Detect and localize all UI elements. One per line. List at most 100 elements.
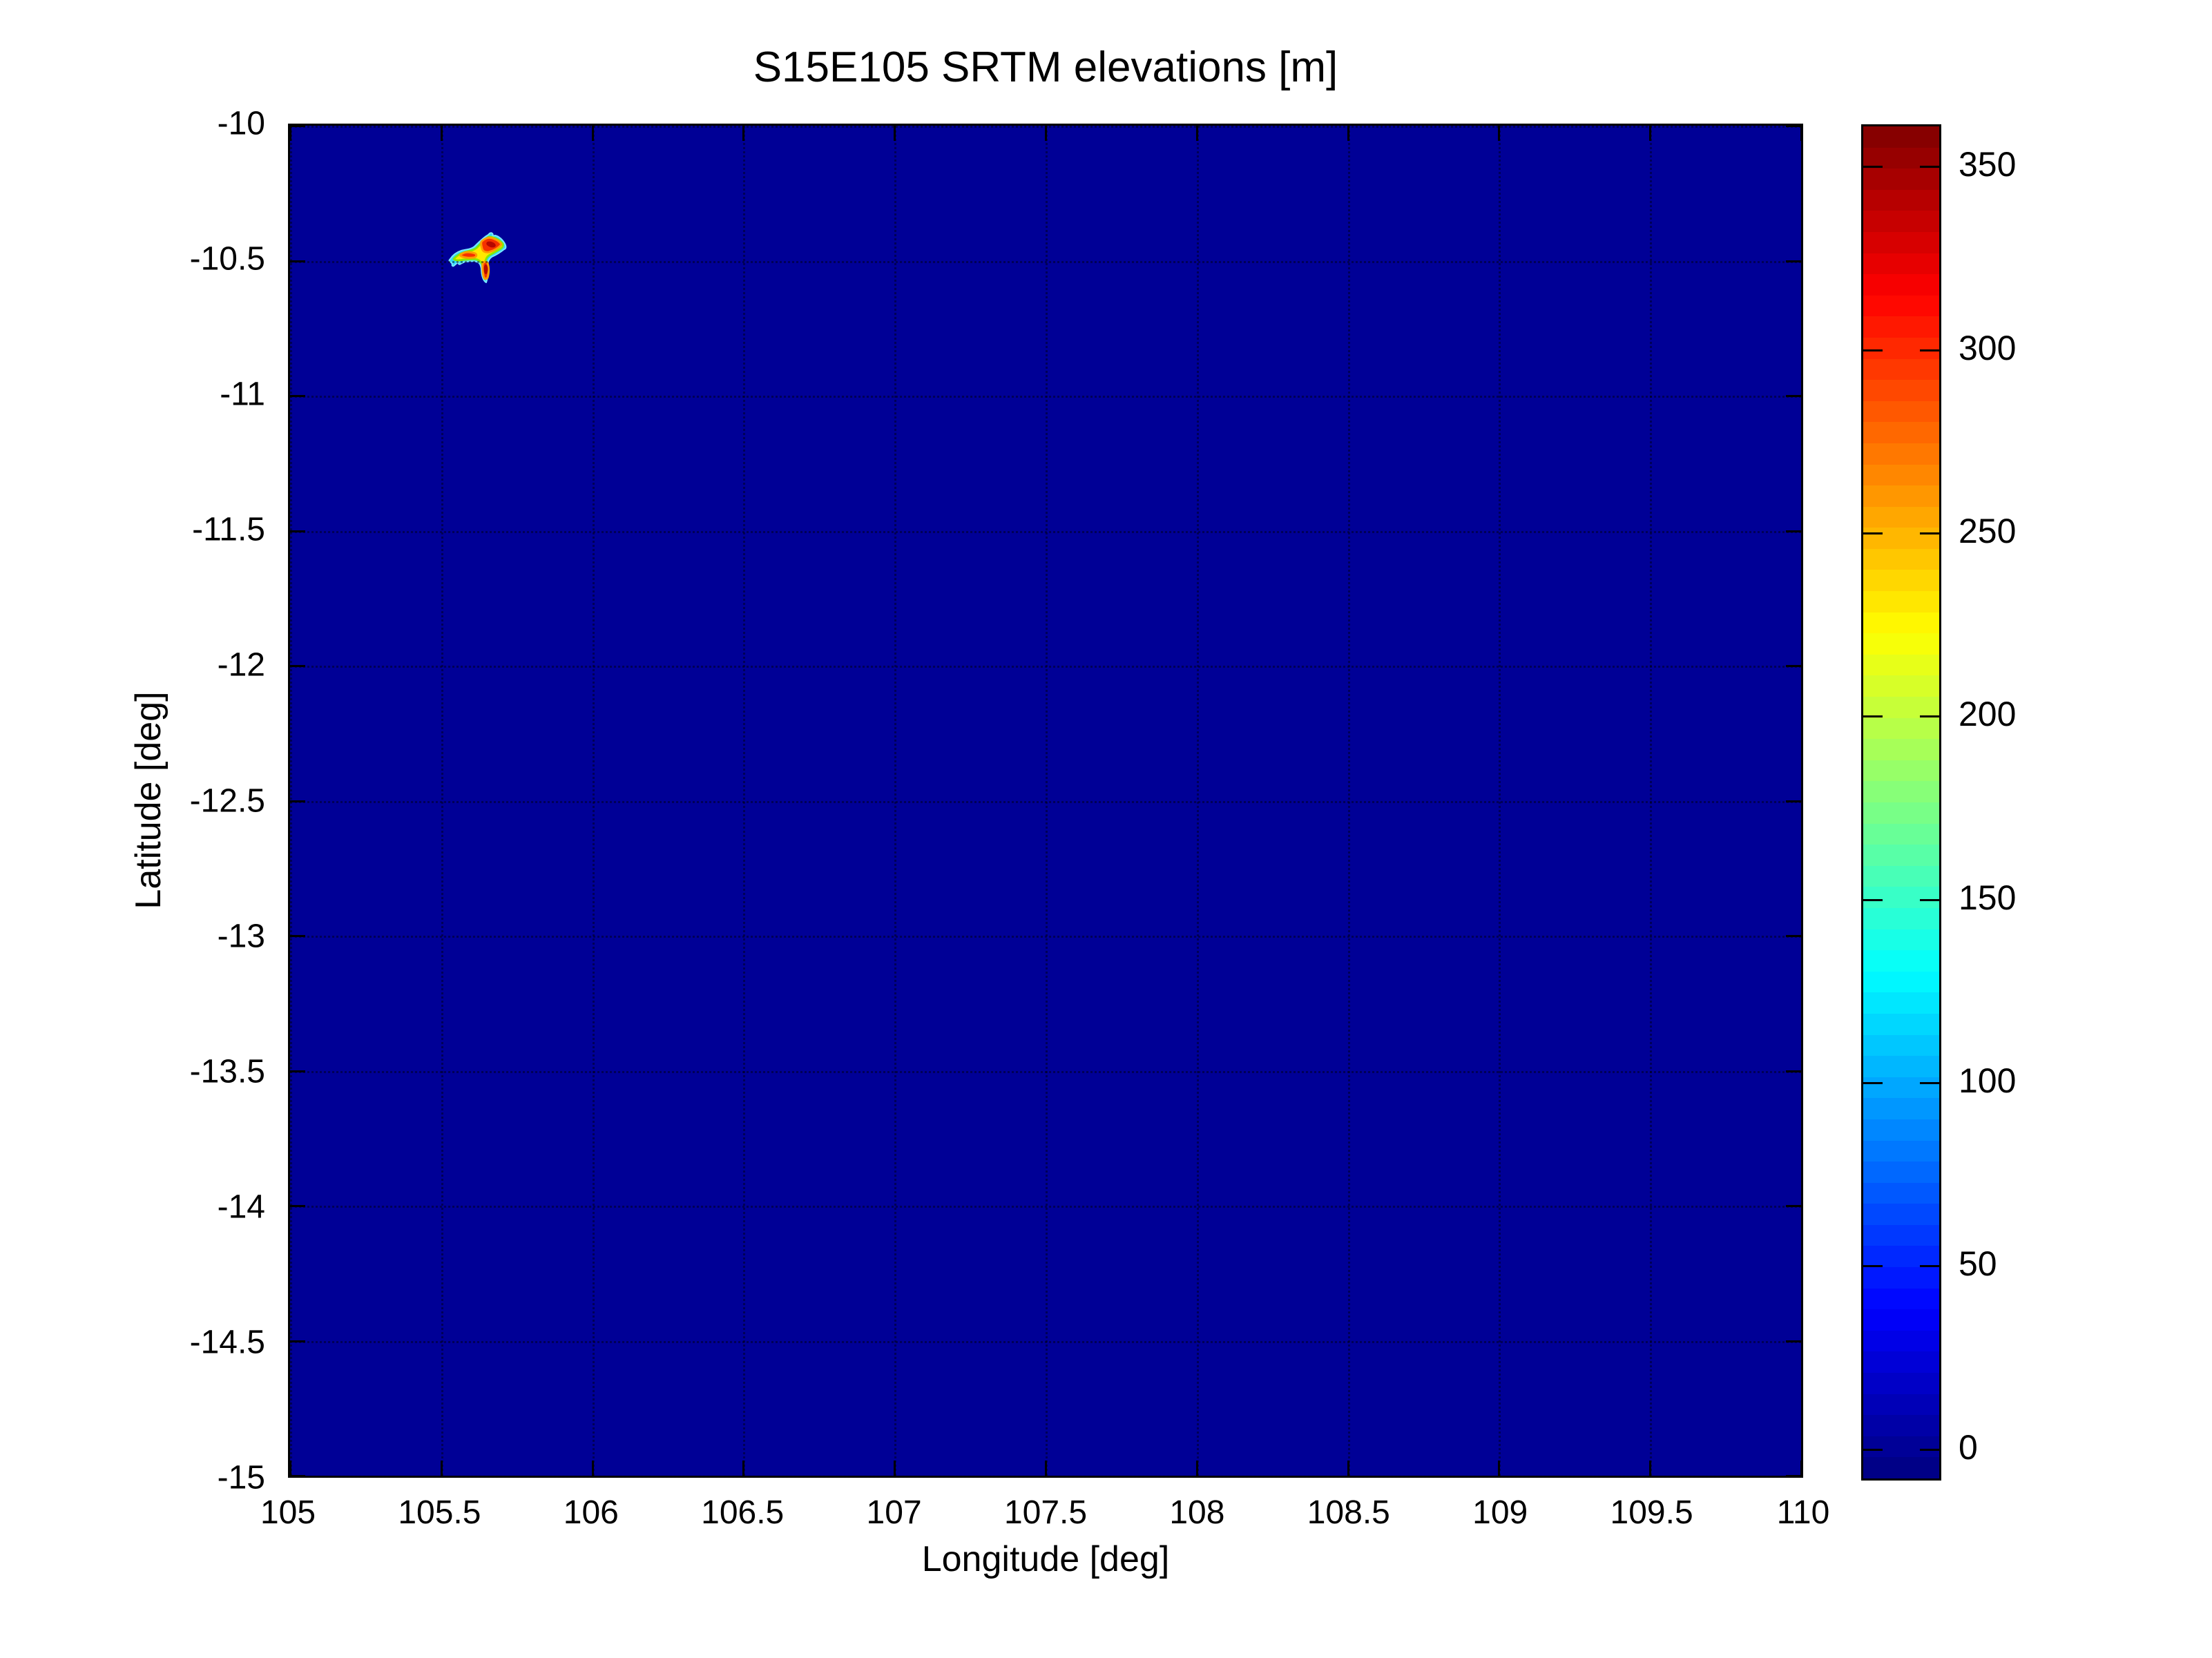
x-tick-mark-top <box>742 126 745 141</box>
colorbar-tick-labels: 0 50 100 150 200 250 300 350 <box>1959 124 2166 1476</box>
colorbar-tick-label: 0 <box>1959 1427 1978 1467</box>
y-axis-tick-labels: -10 -10.5 -11 -11.5 -12 -12.5 -13 -13.5 -14 -14.5… <box>0 106 275 1496</box>
colorbar-band <box>1863 464 1939 486</box>
colorbar-band <box>1863 126 1939 148</box>
colorbar-tick-label: 250 <box>1959 511 2017 550</box>
colorbar-band <box>1863 1140 1939 1162</box>
colorbar-band <box>1863 1013 1939 1035</box>
x-tick-mark-bottom <box>1347 1461 1349 1476</box>
x-tick-mark-top <box>591 126 594 141</box>
island-peak-ne <box>486 241 496 248</box>
y-tick-mark-left <box>290 125 305 127</box>
colorbar-band <box>1863 929 1939 951</box>
x-gridline <box>1801 126 1803 1476</box>
colorbar-band <box>1863 528 1939 549</box>
colorbar-band <box>1863 231 1939 253</box>
colorbar-band <box>1863 1351 1939 1373</box>
x-tick-label: 107.5 <box>1003 1494 1088 1531</box>
x-gridline <box>1650 126 1653 1476</box>
island-elevation-feature <box>448 232 507 283</box>
colorbar-band <box>1863 274 1939 296</box>
colorbar-band <box>1863 401 1939 423</box>
x-tick-label: 109.5 <box>1610 1494 1693 1531</box>
x-tick-label: 105 <box>260 1494 316 1531</box>
x-gridline <box>592 126 595 1476</box>
colorbar-tick-mark <box>1920 166 1939 168</box>
colorbar-tick-mark <box>1920 532 1939 534</box>
y-tick-mark-left <box>290 665 305 667</box>
colorbar-band <box>1863 760 1939 782</box>
colorbar-band <box>1863 1373 1939 1394</box>
x-tick-mark-bottom <box>440 1461 443 1476</box>
y-tick-label: -14.5 <box>189 1324 265 1361</box>
x-tick-label: 108.5 <box>1307 1494 1390 1531</box>
colorbar-tick-mark <box>1863 898 1883 901</box>
colorbar-band <box>1863 1204 1939 1225</box>
colorbar-band <box>1863 548 1939 570</box>
y-gridline <box>290 530 1801 533</box>
colorbar-band <box>1863 739 1939 760</box>
y-axis-label: Latitude [deg] <box>128 691 169 909</box>
colorbar <box>1861 124 1941 1481</box>
y-tick-mark-right <box>1786 1070 1801 1072</box>
y-tick-label: -11 <box>220 376 265 413</box>
colorbar-tick-mark <box>1863 532 1883 534</box>
colorbar-tick-label: 150 <box>1959 878 2017 917</box>
colorbar-tick-mark <box>1863 1265 1883 1268</box>
colorbar-tick-label: 350 <box>1959 145 2017 184</box>
colorbar-band <box>1863 1309 1939 1331</box>
colorbar-band <box>1863 1415 1939 1436</box>
x-tick-label: 106.5 <box>701 1494 785 1531</box>
y-tick-mark-left <box>290 1475 305 1477</box>
y-tick-mark-right <box>1786 665 1801 667</box>
colorbar-band <box>1863 887 1939 908</box>
colorbar-band <box>1863 168 1939 190</box>
x-tick-mark-top <box>289 126 291 141</box>
colorbar-band <box>1863 295 1939 317</box>
y-tick-mark-right <box>1786 935 1801 937</box>
x-gridline <box>743 126 746 1476</box>
y-tick-mark-left <box>290 260 305 262</box>
y-tick-mark-right <box>1786 125 1801 127</box>
x-gridline <box>441 126 443 1476</box>
colorbar-tick-mark <box>1920 898 1939 901</box>
y-gridline <box>290 800 1801 803</box>
colorbar-tick-label: 50 <box>1959 1244 1997 1284</box>
x-tick-mark-bottom <box>591 1461 594 1476</box>
colorbar-band <box>1863 697 1939 718</box>
y-gridline <box>290 1476 1801 1478</box>
y-tick-mark-right <box>1786 1340 1801 1342</box>
x-tick-label: 109 <box>1472 1494 1528 1531</box>
colorbar-tick-mark <box>1863 1081 1883 1084</box>
colorbar-band <box>1863 1436 1939 1458</box>
colorbar-band <box>1863 570 1939 592</box>
y-tick-mark-left <box>290 1340 305 1342</box>
chart-title: S15E105 SRTM elevations [m] <box>753 44 1338 91</box>
y-tick-label: -12 <box>217 646 265 684</box>
x-gridline <box>1347 126 1350 1476</box>
y-tick-label: -15 <box>217 1459 265 1496</box>
colorbar-tick-mark <box>1863 349 1883 351</box>
colorbar-band <box>1863 1182 1939 1204</box>
x-tick-mark-bottom <box>289 1461 291 1476</box>
colorbar-gradient <box>1863 126 1939 1478</box>
y-tick-mark-right <box>1786 530 1801 532</box>
colorbar-tick-mark <box>1863 715 1883 718</box>
y-tick-label: -14 <box>217 1188 265 1226</box>
colorbar-band <box>1863 1288 1939 1310</box>
colorbar-band <box>1863 823 1939 845</box>
y-tick-mark-left <box>290 935 305 937</box>
x-tick-label: 108 <box>1169 1494 1225 1531</box>
colorbar-band <box>1863 1246 1939 1268</box>
colorbar-band <box>1863 1224 1939 1246</box>
x-tick-mark-bottom <box>894 1461 896 1476</box>
x-tick-label: 107 <box>866 1494 922 1531</box>
y-tick-mark-right <box>1786 1475 1801 1477</box>
colorbar-band <box>1863 1457 1939 1478</box>
colorbar-band <box>1863 211 1939 232</box>
x-tick-mark-top <box>1800 126 1802 141</box>
colorbar-band <box>1863 845 1939 866</box>
colorbar-band <box>1863 506 1939 528</box>
colorbar-band <box>1863 358 1939 380</box>
x-tick-mark-bottom <box>742 1461 745 1476</box>
